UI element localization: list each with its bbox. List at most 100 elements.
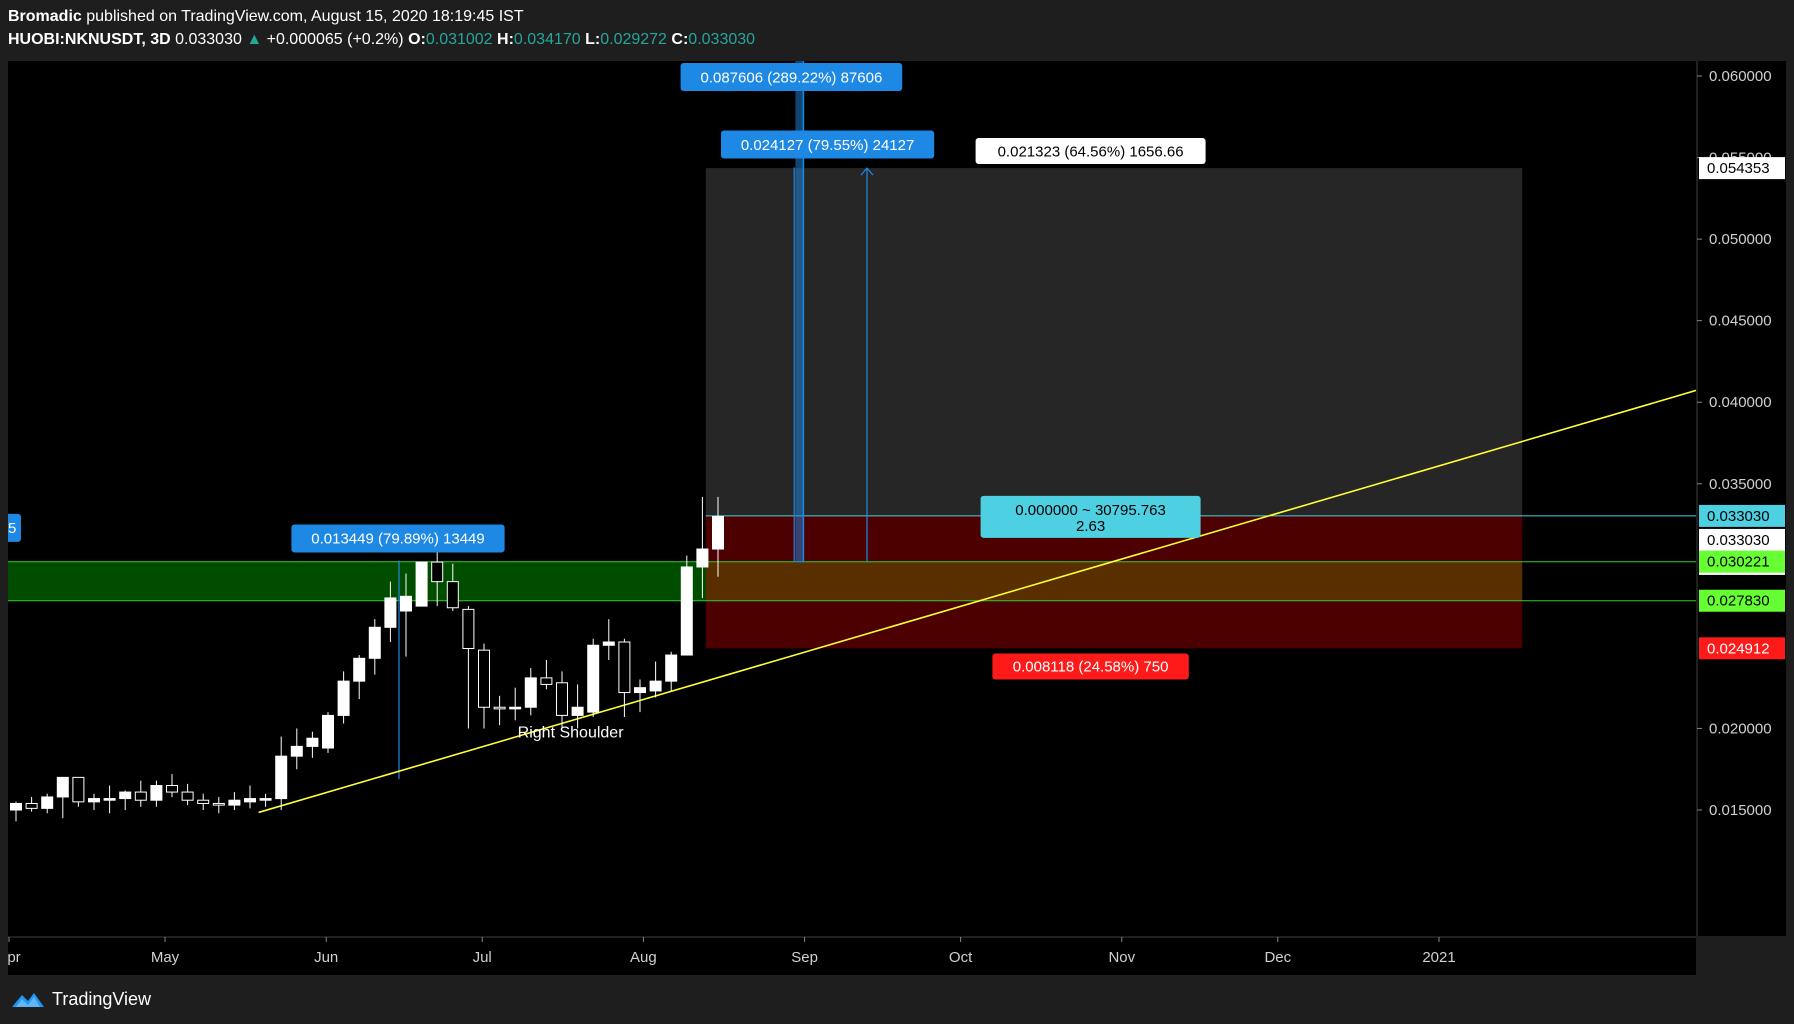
measure-label-1-box[interactable] <box>291 524 505 553</box>
profit-zone[interactable] <box>705 168 1523 516</box>
candle-body[interactable] <box>25 802 38 809</box>
candle-body[interactable] <box>353 657 366 682</box>
candle-body[interactable] <box>88 798 100 803</box>
entry-ratio: 2.63 <box>1076 518 1105 535</box>
target-arrow-head <box>860 167 874 176</box>
candle-body[interactable] <box>556 682 568 716</box>
trendline[interactable] <box>258 389 1696 814</box>
brand-text: TradingView <box>52 988 152 1009</box>
price-axis[interactable]: 0.0600000.0550000.0500000.0450000.040000… <box>1696 61 1786 936</box>
candle-body[interactable] <box>509 706 522 710</box>
candle-body[interactable] <box>150 785 163 801</box>
candle-body[interactable] <box>228 799 241 806</box>
entry-label-box[interactable] <box>980 495 1201 538</box>
price-label-box[interactable] <box>1699 504 1785 527</box>
time-tick-label: May <box>151 949 180 966</box>
candle-body[interactable] <box>680 566 693 656</box>
candle-body[interactable] <box>602 641 615 646</box>
price-label-box[interactable] <box>1699 157 1785 180</box>
right-shoulder-annotation[interactable]: Right Shoulder <box>518 725 625 742</box>
price-tick-label: 0.015000 <box>1709 802 1772 819</box>
candlestick-chart[interactable]: Right Shoulder 0.013449 (79.89%) 13449 0.0… <box>8 61 1696 936</box>
candle-body[interactable] <box>244 798 256 803</box>
close-label: C: <box>671 31 689 48</box>
price-label: 0.054353 <box>1707 160 1770 177</box>
left-label-box[interactable] <box>8 513 21 542</box>
tradingview-logo-icon <box>12 993 44 1007</box>
support-zone-overlap <box>705 561 1523 601</box>
candle-body[interactable] <box>478 649 490 708</box>
price-tick-label: 0.035000 <box>1709 476 1772 493</box>
price-label-box[interactable] <box>1699 550 1785 573</box>
candle-body[interactable] <box>368 626 381 659</box>
candle-body[interactable] <box>446 581 459 609</box>
candle-body[interactable] <box>56 776 69 798</box>
candle-body[interactable] <box>493 706 506 710</box>
published-text: published on TradingView.com, August 15,… <box>86 8 524 25</box>
time-axis[interactable]: Apr May Jun Jul Aug Sep Oct Nov Dec 2021 <box>0 936 1696 975</box>
low-value: 0.029272 <box>600 31 667 48</box>
candle-body[interactable] <box>665 654 678 682</box>
publish-line: Bromadic published on TradingView.com, A… <box>8 8 524 26</box>
candle-body[interactable] <box>400 595 412 612</box>
candle-body[interactable] <box>10 802 22 811</box>
measure-label-3-box[interactable] <box>680 63 903 91</box>
price-tick-label: 0.060000 <box>1709 68 1772 85</box>
entry-label: 0.000000 ~ 30795.763 <box>1015 502 1166 519</box>
symbol-name: HUOBI:NKNUSDT, 3D <box>8 31 171 48</box>
time-tick-label: 2021 <box>1422 949 1455 966</box>
stop-label-box[interactable] <box>992 653 1189 680</box>
candle-body[interactable] <box>212 802 225 806</box>
candle-body[interactable] <box>634 687 646 694</box>
candle-body[interactable] <box>524 677 537 708</box>
candle-body[interactable] <box>275 755 288 800</box>
chart-plot-area[interactable]: Right Shoulder 0.013449 (79.89%) 13449 0.0… <box>8 61 1696 936</box>
candle-body[interactable] <box>306 737 319 747</box>
candle-body[interactable] <box>384 597 397 628</box>
price-label: 0.033030 <box>1707 532 1770 549</box>
candle-body[interactable] <box>197 799 210 804</box>
candle-body[interactable] <box>618 641 631 694</box>
time-axis-svg: Apr May Jun Jul Aug Sep Oct Nov Dec 2021 <box>0 936 1696 966</box>
candle-body[interactable] <box>41 796 54 809</box>
candle-body[interactable] <box>322 714 334 749</box>
candle-body[interactable] <box>181 791 194 801</box>
time-tick-label: Dec <box>1264 949 1291 966</box>
candle-body[interactable] <box>649 680 662 692</box>
candle-body[interactable] <box>571 706 584 716</box>
price-tick-label: 0.040000 <box>1709 394 1772 411</box>
low-label: L: <box>585 31 601 48</box>
price-label: 0.027830 <box>1707 593 1770 610</box>
candle-body[interactable] <box>72 776 85 803</box>
candle-body[interactable] <box>134 791 147 801</box>
candle-body[interactable] <box>290 745 303 757</box>
candle-body[interactable] <box>462 608 475 650</box>
target-label-box[interactable] <box>975 138 1206 165</box>
candle-body[interactable] <box>712 515 724 550</box>
support-zone-fill[interactable] <box>8 561 706 601</box>
time-tick-label: Oct <box>949 949 973 966</box>
measure-label-2-box[interactable] <box>721 130 935 159</box>
candle-body[interactable] <box>259 798 272 801</box>
candle-body[interactable] <box>103 798 116 801</box>
tradingview-brand[interactable]: TradingView <box>10 987 151 1011</box>
price-label-box[interactable] <box>1699 589 1785 612</box>
candle-body[interactable] <box>337 680 350 716</box>
up-arrow-icon: ▲ <box>246 31 263 48</box>
candle-body[interactable] <box>587 644 600 713</box>
price-label: 0.030221 <box>1707 554 1770 571</box>
price-label-box[interactable] <box>1699 637 1785 660</box>
candle-body[interactable] <box>166 785 178 793</box>
price-label: 0.033030 <box>1707 508 1770 525</box>
candle-body[interactable] <box>415 561 428 607</box>
candle-body[interactable] <box>119 791 132 800</box>
author-name[interactable]: Bromadic <box>8 8 82 25</box>
candle-body[interactable] <box>540 677 553 685</box>
candle-body[interactable] <box>696 548 709 568</box>
candle-body[interactable] <box>431 561 444 583</box>
high-label: H: <box>497 31 514 48</box>
price-label-box[interactable] <box>1699 528 1785 551</box>
price-tick-label: 0.020000 <box>1709 720 1772 737</box>
measure-label-2: 0.024127 (79.55%) 24127 <box>741 137 914 154</box>
price-tick-label: 0.045000 <box>1709 313 1772 330</box>
